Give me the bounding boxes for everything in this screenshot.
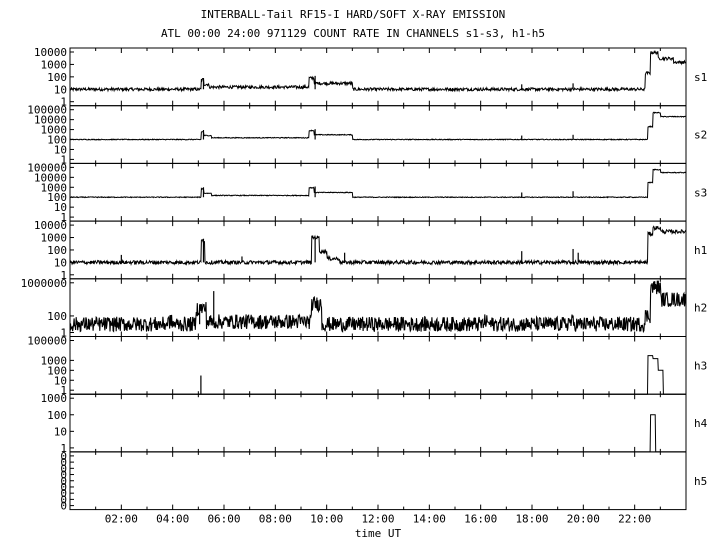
y-tick-label: 10 (54, 143, 67, 156)
y-tick-label: 100 (47, 409, 67, 422)
y-tick-label: 100 (47, 71, 67, 84)
x-tick-label: 06:00 (207, 513, 240, 526)
y-tick-label: 10000 (34, 171, 67, 184)
y-tick-label: 1 (60, 327, 67, 340)
y-tick-label: 10 (54, 201, 67, 214)
channel-label-h4: h4 (694, 417, 708, 430)
series-h2 (69, 280, 687, 334)
y-tick-label: 0 (60, 456, 67, 469)
x-tick-label: 18:00 (515, 513, 548, 526)
channel-label-s2: s2 (694, 129, 707, 142)
panel-frame-h1 (69, 220, 687, 280)
series-h3 (70, 355, 686, 395)
y-tick-label: 1000 (41, 354, 68, 367)
panel-frame-h5 (69, 451, 687, 511)
x-tick-label: 02:00 (105, 513, 138, 526)
chart-title: INTERBALL-Tail RF15-I HARD/SOFT X-RAY EM… (201, 8, 506, 21)
y-tick-label: 10000 (34, 219, 67, 232)
series-h1 (69, 225, 687, 267)
y-tick-label: 100000 (27, 161, 67, 174)
y-tick-label: 1000 (41, 392, 68, 405)
channel-label-s3: s3 (694, 186, 707, 199)
y-tick-label: 1 (60, 384, 67, 397)
chart-subtitle: ATL 00:00 24:00 971129 COUNT RATE IN CHA… (161, 27, 545, 40)
channel-label-h5: h5 (694, 475, 707, 488)
x-axis-ticks: 02:00 04:00 06:00 08:00 10:00 12:00 14:00 16:00… (105, 513, 651, 526)
series-s1 (69, 49, 687, 93)
x-tick-label: 08:00 (259, 513, 292, 526)
y-tick-label: 10 (54, 83, 67, 96)
y-tick-label: 1 (60, 153, 67, 166)
y-tick-label: 0 (60, 500, 67, 513)
panel-frame-h4 (69, 393, 687, 453)
x-tick-label: 04:00 (156, 513, 189, 526)
panel-frame-s3 (69, 162, 687, 222)
x-tick-label: 14:00 (413, 513, 446, 526)
y-tick-label: 1000000 (21, 277, 67, 290)
panel-h4: 1000 100 10 1 h4 (41, 392, 708, 455)
y-tick-label: 0 (60, 462, 67, 475)
x-tick-label: 22:00 (618, 513, 651, 526)
x-tick-label: 10:00 (310, 513, 343, 526)
y-tick-label: 10000 (34, 46, 67, 59)
y-tick-label: 10000 (34, 114, 67, 127)
x-axis-label: time UT (355, 527, 402, 540)
y-tick-label: 100 (47, 134, 67, 147)
x-tick-label: 16:00 (464, 513, 497, 526)
channel-label-s1: s1 (694, 71, 707, 84)
series-h4 (70, 414, 686, 453)
channel-panels: 100001000100101s1100000100001000100101s2… (21, 46, 708, 513)
y-tick-label: 1 (60, 211, 67, 224)
y-tick-label: 100000 (27, 104, 67, 117)
panel-frame-s1 (69, 47, 687, 107)
y-tick-label: 1 (60, 442, 67, 455)
y-tick-label: 100 (47, 364, 67, 377)
y-tick-label: 1000 (41, 58, 68, 71)
panel-frame-s2 (69, 105, 687, 164)
y-tick-label: 100000 (27, 335, 67, 348)
y-tick-label: 1000 (41, 181, 68, 194)
channel-label-h1: h1 (694, 244, 707, 257)
series-s2 (69, 111, 687, 141)
y-tick-label: 0 (60, 469, 67, 482)
y-tick-label: 0 (60, 475, 67, 488)
y-tick-label: 10 (54, 425, 67, 438)
y-tick-label: 1 (60, 269, 67, 282)
y-tick-label: 0 (60, 493, 67, 506)
panel-h2: 1000000 100 1 h2 (21, 277, 708, 340)
y-tick-label: 100 (47, 191, 67, 204)
y-tick-label: 0 (60, 481, 67, 494)
y-tick-label: 100 (47, 310, 67, 323)
y-tick-label: 1000 (41, 232, 68, 245)
channel-label-h2: h2 (694, 302, 707, 315)
channel-label-h3: h3 (694, 359, 707, 372)
x-tick-label: 12:00 (361, 513, 394, 526)
y-tick-label: 0 (60, 450, 67, 463)
y-tick-label: 10 (54, 374, 67, 387)
y-tick-label: 10 (54, 256, 67, 269)
y-tick-label: 1000 (41, 124, 68, 137)
y-tick-label: 100 (47, 244, 67, 257)
x-tick-label: 20:00 (567, 513, 600, 526)
panel-frame-h3 (69, 336, 687, 395)
y-tick-label: 1 (60, 96, 67, 109)
series-s3 (69, 168, 687, 199)
y-tick-label: 0 (60, 487, 67, 500)
